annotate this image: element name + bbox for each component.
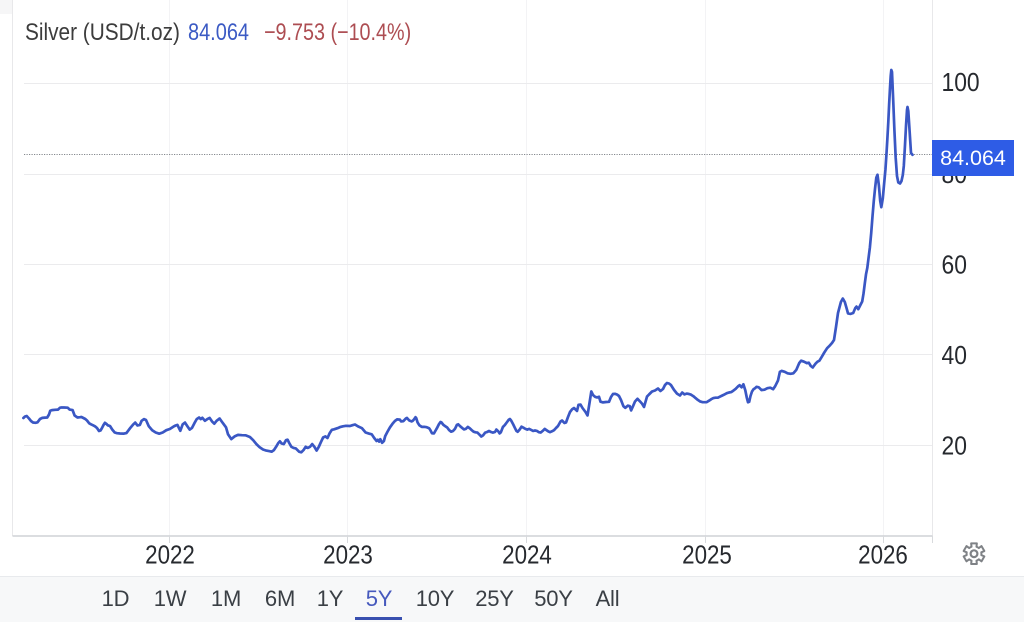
svg-text:2023: 2023: [323, 541, 373, 570]
svg-text:2026: 2026: [858, 541, 908, 570]
svg-text:2024: 2024: [502, 541, 552, 570]
svg-text:40: 40: [942, 342, 967, 371]
svg-text:60: 60: [942, 251, 967, 280]
svg-text:100: 100: [942, 69, 980, 98]
svg-text:2022: 2022: [145, 541, 195, 570]
svg-text:20: 20: [942, 432, 967, 461]
svg-text:2025: 2025: [682, 541, 732, 570]
